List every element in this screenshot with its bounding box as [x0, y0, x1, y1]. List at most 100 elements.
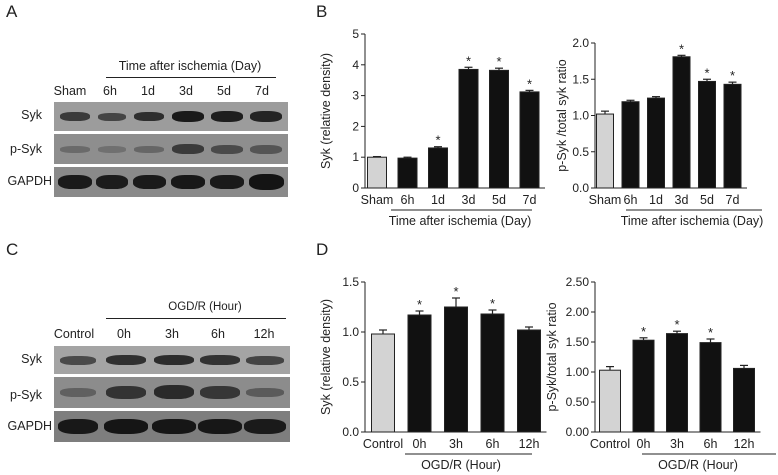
blot-a-strip-syk — [54, 102, 288, 131]
x-tick-label: 6h — [486, 437, 500, 451]
y-axis-title: Syk (relative density) — [319, 299, 333, 415]
blot-a-lane-sham: Sham — [53, 84, 87, 98]
x-tick-label: 5d — [700, 193, 714, 207]
significance-star: * — [453, 284, 458, 299]
bar — [371, 333, 395, 433]
band — [210, 175, 244, 189]
x-tick-label: 5d — [492, 193, 506, 207]
y-axis-title: p-Syk/total syk ratio — [545, 302, 559, 411]
significance-star: * — [527, 76, 532, 91]
band — [211, 111, 243, 122]
y-tick-label: 1.00 — [566, 365, 590, 379]
y-tick-label: 1.0 — [572, 109, 589, 123]
x-group-label: OGD/R (Hour) — [658, 458, 738, 472]
panel-label-b: B — [316, 2, 328, 21]
y-tick-label: 0 — [352, 181, 359, 195]
x-tick-label: 7d — [523, 193, 537, 207]
x-tick-label: 3h — [670, 437, 684, 451]
bar — [519, 91, 540, 189]
band — [58, 419, 98, 434]
blot-c-lane-control: Control — [53, 327, 95, 341]
significance-star: * — [496, 54, 501, 69]
band — [154, 385, 194, 399]
band — [134, 146, 164, 153]
x-tick-label: 1d — [649, 193, 663, 207]
band — [104, 419, 148, 434]
bar — [367, 156, 387, 189]
chart-d-psyk-ratio: 0.00 0.50 1.00 1.50 2.00 2.50 p-Syk/total syk … — [545, 275, 776, 472]
band — [133, 175, 166, 189]
y-axis-title: p-Syk /total syk ratio — [555, 59, 569, 172]
band — [246, 388, 284, 397]
x-tick-label: 6h — [704, 437, 718, 451]
y-tick-label: 0.5 — [342, 375, 359, 389]
panel-label-c: C — [6, 240, 19, 259]
band — [60, 388, 96, 397]
panel-label-a: A — [6, 2, 18, 21]
x-group-label: Time after ischemia (Day) — [621, 214, 764, 228]
blot-c-strip-syk — [54, 346, 290, 374]
chart-d-syk: 0.0 0.5 1.0 1.5 Syk (relative density) Contro… — [319, 275, 547, 472]
band — [172, 111, 204, 122]
x-tick-label: Sham — [589, 193, 622, 207]
blot-c-strip-psyk — [54, 377, 290, 408]
bar — [480, 313, 505, 433]
blot-a-strip-gapdh — [54, 167, 288, 197]
y-tick-label: 1.5 — [572, 72, 589, 86]
y-axis-title: Syk (relative density) — [319, 53, 333, 169]
y-tick-label: 5 — [352, 27, 359, 41]
bar — [672, 56, 691, 189]
band — [60, 146, 90, 153]
bar — [723, 83, 742, 189]
bar — [517, 329, 541, 433]
x-tick-label: 1d — [431, 193, 445, 207]
significance-star: * — [466, 53, 471, 68]
x-tick-label: 3d — [462, 193, 476, 207]
bar — [458, 68, 479, 189]
x-tick-label: Sham — [361, 193, 394, 207]
significance-star: * — [641, 324, 646, 339]
significance-star: * — [490, 296, 495, 311]
y-tick-label: 0.50 — [566, 395, 590, 409]
x-tick-label: Control — [363, 437, 403, 451]
blot-a-group-line — [106, 77, 276, 78]
bar — [632, 339, 655, 433]
blot-a-group-label: Time after ischemia (Day) — [118, 59, 262, 73]
band — [98, 113, 126, 121]
x-tick-label: 12h — [734, 437, 755, 451]
band — [246, 356, 284, 365]
x-tick-label: 0h — [637, 437, 651, 451]
band — [60, 112, 90, 121]
blot-c-row-psyk: p-Syk — [10, 388, 42, 402]
blot-c-group-line — [106, 318, 286, 319]
band — [58, 175, 92, 189]
bar — [397, 157, 418, 189]
bar — [489, 69, 509, 189]
y-tick-label: 3 — [352, 89, 359, 103]
significance-star: * — [708, 325, 713, 340]
x-group-label: Time after ischemia (Day) — [389, 214, 532, 228]
x-tick-label: 0h — [413, 437, 427, 451]
y-tick-label: 0.00 — [566, 425, 590, 439]
x-tick-label: 6h — [624, 193, 638, 207]
significance-star: * — [417, 297, 422, 312]
blot-c-lane-12h: 12h — [253, 327, 275, 341]
significance-star: * — [730, 68, 735, 83]
band — [60, 356, 96, 365]
blot-c-group-label: OGD/R (Hour) — [168, 301, 242, 313]
band — [152, 419, 196, 434]
chart-b-syk: 0 1 2 3 4 5 Syk (relative density) Sham 6h * 1d * 3d… — [319, 27, 545, 228]
y-tick-label: 2.0 — [572, 36, 589, 50]
significance-star: * — [435, 133, 440, 148]
bar — [444, 306, 468, 433]
x-group-label: OGD/R (Hour) — [421, 458, 501, 472]
blot-a-lane-6h: 6h — [103, 84, 117, 98]
band — [172, 144, 204, 154]
bar — [428, 147, 448, 189]
x-tick-label: 12h — [519, 437, 540, 451]
band — [250, 111, 282, 122]
band — [211, 145, 243, 154]
y-tick-label: 1.5 — [342, 275, 359, 289]
blot-c-lane-6h: 6h — [211, 327, 225, 341]
